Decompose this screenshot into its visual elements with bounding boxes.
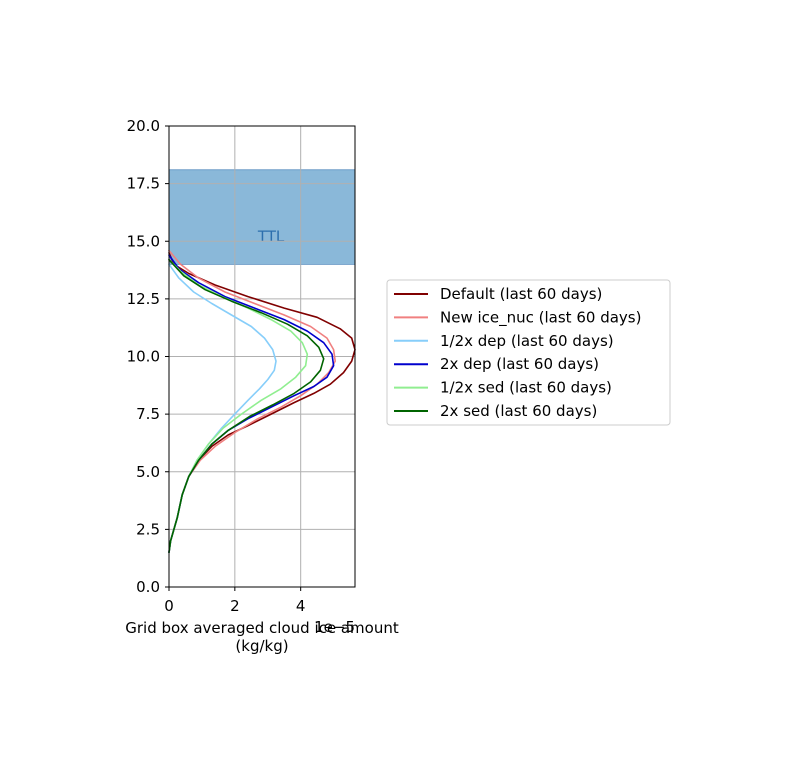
- x-axis-label: Grid box averaged cloud ice amount: [125, 619, 399, 637]
- legend-label-2: New ice_nuc (last 60 days): [440, 308, 641, 327]
- legend-label-6: 2x sed (last 60 days): [440, 402, 597, 420]
- ttl-band: [168, 169, 356, 265]
- y-tick-label: 10.0: [127, 348, 160, 366]
- ttl-band-layer: TTL: [168, 169, 356, 265]
- tick-layer: 0 2 4 0.0 2.5 5.0 7.5 10.0 12.5 15.0 17.5 20.0: [127, 117, 306, 615]
- y-tick-label: 12.5: [127, 290, 160, 308]
- y-tick-label: 20.0: [127, 117, 160, 135]
- y-tick-label: 7.5: [136, 405, 160, 423]
- series-layer: [168, 249, 356, 554]
- x-tick-label: 4: [296, 597, 306, 615]
- x-tick-label: 2: [230, 597, 240, 615]
- ttl-band-label: TTL: [257, 228, 285, 246]
- legend-label-3: 1/2x dep (last 60 days): [440, 332, 614, 350]
- y-tick-label: 0.0: [136, 578, 160, 596]
- y-tick-label: 5.0: [136, 463, 160, 481]
- y-tick-label: 2.5: [136, 520, 160, 538]
- x-axis-label-units: (kg/kg): [235, 637, 288, 655]
- x-axis-offset-label: 1e−5: [314, 618, 355, 636]
- series-line-6: [168, 258, 325, 554]
- x-tick-label: 0: [164, 597, 174, 615]
- y-tick-label: 17.5: [127, 175, 160, 193]
- legend-box: [386, 279, 671, 426]
- legend-label-4: 2x dep (last 60 days): [440, 355, 599, 373]
- y-tick-label: 15.0: [127, 232, 160, 250]
- legend: Default (last 60 days) New ice_nuc (last …: [386, 279, 671, 426]
- legend-label-5: 1/2x sed (last 60 days): [440, 379, 612, 397]
- legend-label-1: Default (last 60 days): [440, 285, 602, 303]
